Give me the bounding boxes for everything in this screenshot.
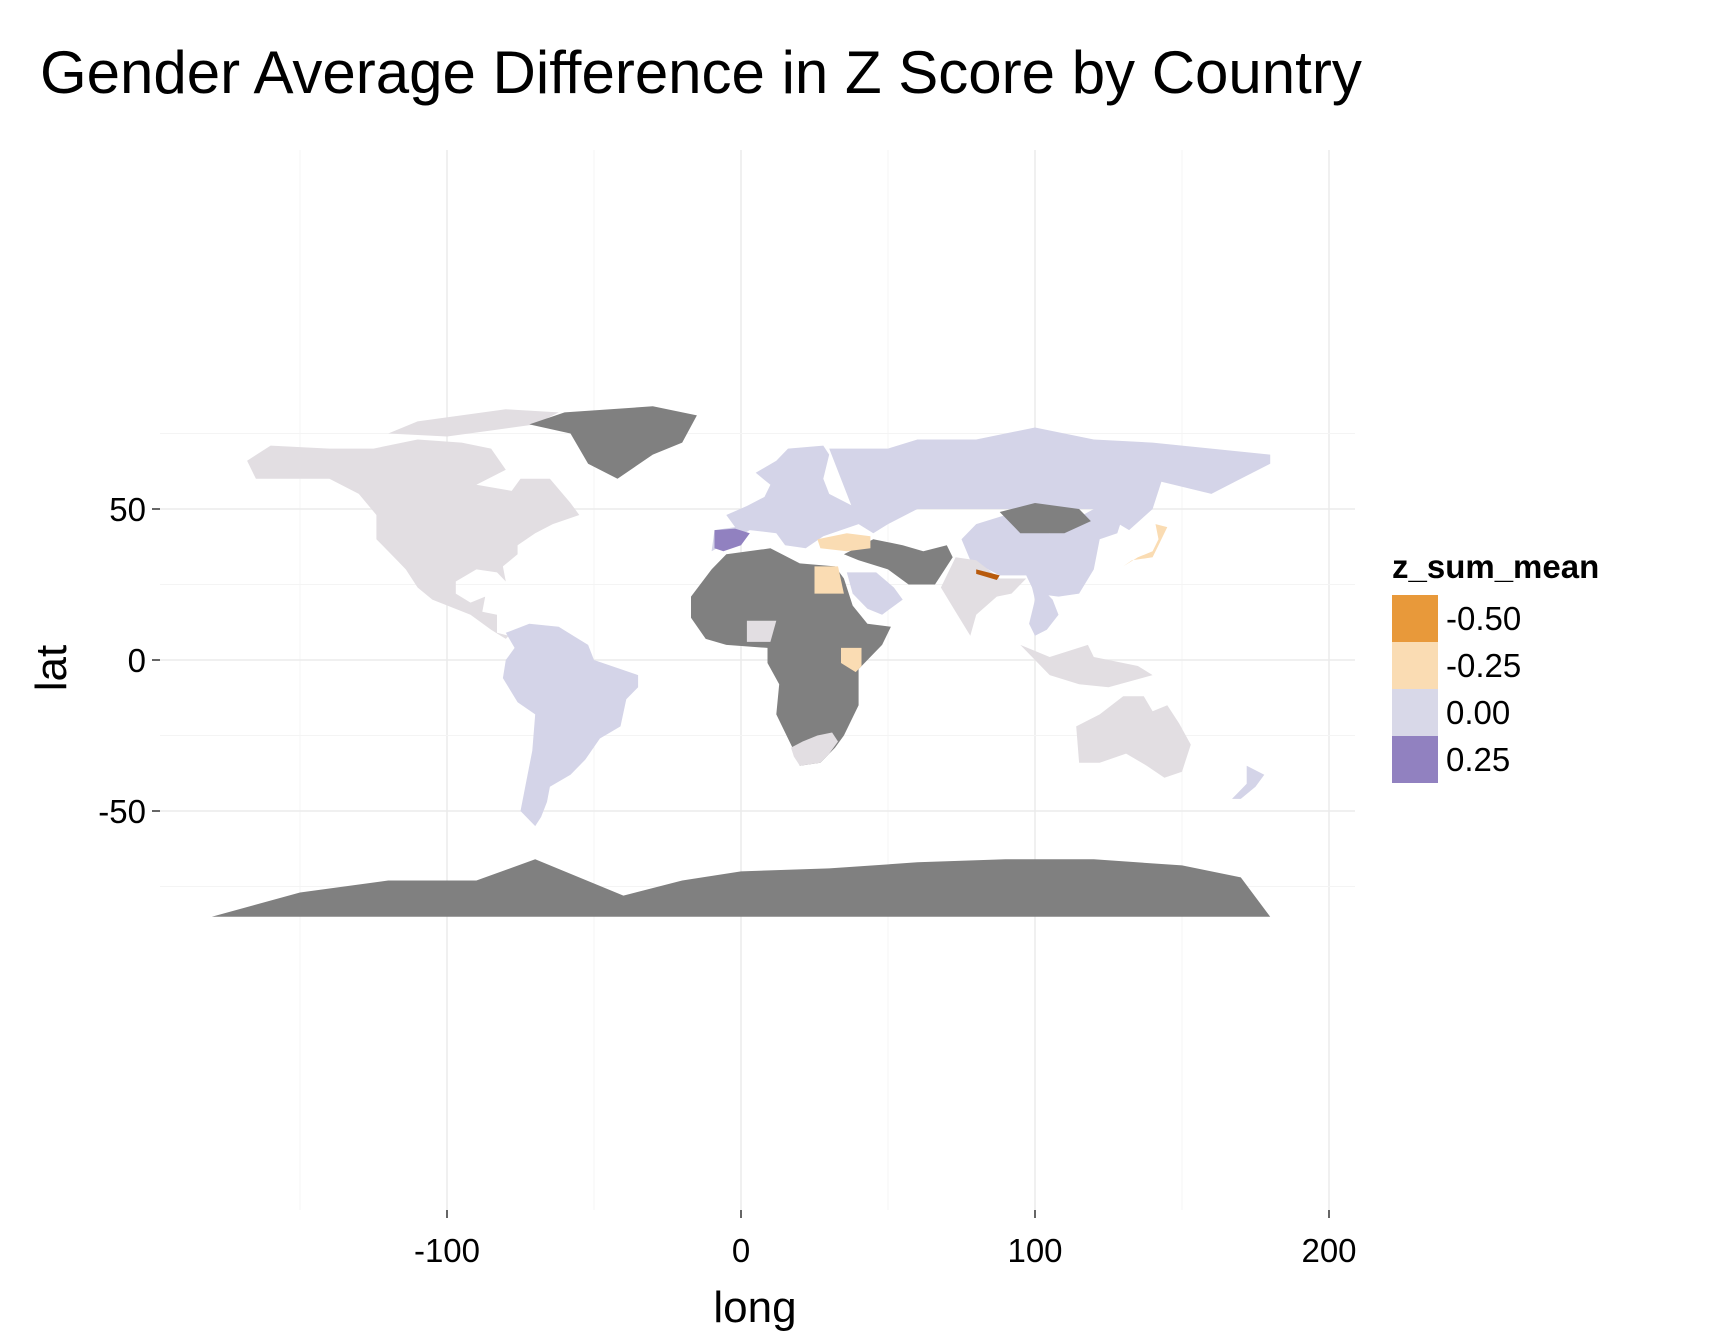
legend-swatch	[1392, 689, 1438, 736]
legend: z_sum_mean -0.50 -0.25 0.00 0.25	[1392, 548, 1599, 783]
legend-label: 0.00	[1446, 694, 1510, 731]
legend-title: z_sum_mean	[1392, 548, 1599, 585]
region-spain	[714, 528, 750, 552]
region-russia-asia	[829, 427, 1271, 534]
region-africa	[691, 548, 891, 766]
x-tick-label: 200	[1301, 1232, 1356, 1269]
region-antarctica	[211, 859, 1271, 917]
region-south-america	[502, 623, 639, 827]
region-australia	[1076, 696, 1191, 778]
region-china	[961, 509, 1124, 597]
region-indonesia	[1020, 644, 1153, 688]
region-middle-east	[843, 539, 953, 585]
region-india	[940, 557, 1027, 636]
x-tick-label: 100	[1007, 1232, 1062, 1269]
map-regions	[211, 406, 1271, 917]
region-kenya	[841, 647, 862, 673]
region-north-america	[247, 439, 580, 639]
y-tick-label: 50	[109, 491, 146, 528]
legend-label: -0.50	[1446, 600, 1521, 637]
x-tick-label: -100	[414, 1232, 480, 1269]
region-saudi-arabia	[846, 572, 903, 615]
region-southeast-asia	[1029, 575, 1059, 636]
legend-label: -0.25	[1446, 647, 1521, 684]
region-nepal	[976, 569, 1000, 580]
chart-title: Gender Average Difference in Z Score by …	[40, 39, 1362, 106]
region-mongolia	[999, 503, 1091, 534]
legend-swatch	[1392, 595, 1438, 642]
legend-label: 0.25	[1446, 741, 1510, 778]
region-south-africa	[791, 732, 838, 766]
y-tick-label: -50	[98, 793, 146, 830]
y-tick-label: 0	[128, 642, 146, 679]
region-greenland	[529, 406, 697, 479]
region-central-african-region	[746, 620, 777, 642]
axes: -100 0 100 200 50 0 -50	[98, 491, 1356, 1269]
legend-swatch	[1392, 736, 1438, 783]
legend-swatch	[1392, 642, 1438, 689]
region-europe	[711, 445, 859, 552]
region-japan	[1123, 524, 1168, 567]
x-axis-title: long	[713, 1283, 796, 1332]
region-turkey	[817, 533, 871, 552]
x-tick-label: 0	[732, 1232, 750, 1269]
region-egypt	[814, 566, 844, 594]
region-new-zealand	[1232, 765, 1265, 799]
grid-lines	[160, 150, 1355, 1210]
y-axis-title: lat	[27, 645, 76, 691]
region-canadian-arctic	[388, 409, 559, 437]
